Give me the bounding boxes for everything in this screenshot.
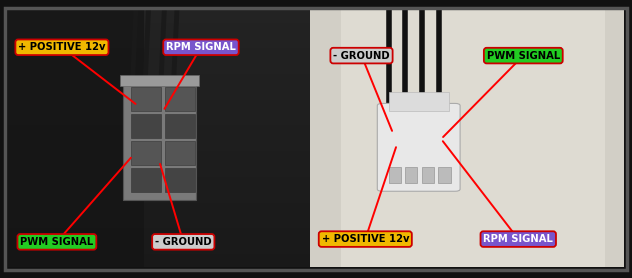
Bar (164, 168, 195, 192)
Bar (123, 78, 196, 200)
Bar (8, 10, 310, 23)
Bar (389, 92, 449, 111)
Bar (8, 177, 310, 190)
Bar (131, 114, 161, 138)
Bar (8, 215, 310, 228)
FancyBboxPatch shape (377, 103, 460, 191)
Bar (8, 61, 310, 74)
Bar (8, 190, 310, 203)
Bar (8, 74, 310, 87)
Bar (164, 141, 195, 165)
Bar (8, 241, 310, 254)
Bar (8, 100, 310, 113)
Bar (131, 141, 161, 165)
Text: PWM SIGNAL: PWM SIGNAL (487, 51, 560, 61)
Bar (341, 10, 605, 267)
Bar (8, 23, 310, 35)
Bar (310, 10, 624, 267)
Bar (131, 168, 161, 192)
Text: - GROUND: - GROUND (333, 51, 390, 61)
Text: RPM SIGNAL: RPM SIGNAL (483, 234, 553, 244)
Bar (8, 125, 310, 138)
Bar (439, 167, 451, 183)
Bar (8, 254, 310, 267)
Text: + POSITIVE 12v: + POSITIVE 12v (18, 42, 106, 52)
Bar (8, 35, 310, 48)
Bar (8, 113, 310, 125)
Text: PWM SIGNAL: PWM SIGNAL (20, 237, 94, 247)
Bar (164, 87, 195, 110)
Bar (8, 10, 143, 267)
Bar (389, 167, 401, 183)
Bar (8, 228, 310, 241)
Bar (131, 87, 161, 110)
Bar (422, 167, 434, 183)
Text: - GROUND: - GROUND (155, 237, 212, 247)
Bar (8, 164, 310, 177)
Bar (164, 114, 195, 138)
Bar (405, 167, 417, 183)
Bar (8, 87, 310, 100)
Bar (8, 48, 310, 61)
Bar (8, 203, 310, 215)
Text: RPM SIGNAL: RPM SIGNAL (166, 42, 236, 52)
Bar (8, 151, 310, 164)
Text: + POSITIVE 12v: + POSITIVE 12v (322, 234, 409, 244)
Bar (8, 138, 310, 151)
Bar (120, 75, 199, 86)
